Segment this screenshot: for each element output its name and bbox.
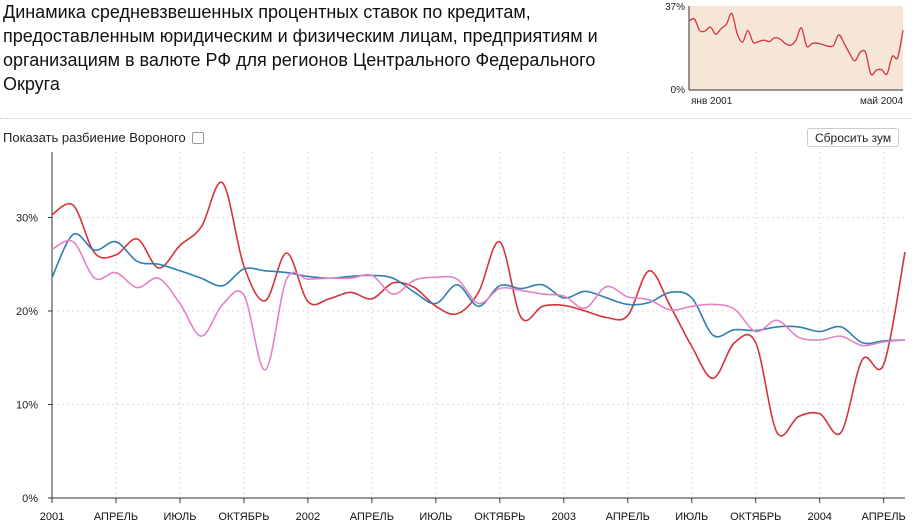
- x-tick-label: ОКТЯБРЬ: [474, 511, 525, 523]
- overview-y-top-label: 37%: [665, 2, 685, 13]
- y-tick-label: 20%: [16, 306, 38, 318]
- x-tick-label: АПРЕЛЬ: [94, 511, 138, 523]
- y-axis-ticks: 0% 10% 20% 30%: [16, 212, 52, 505]
- y-tick-label: 0%: [22, 493, 38, 505]
- y-tick-label: 30%: [16, 212, 38, 224]
- series-lines: [51, 181, 906, 437]
- voronoi-toggle[interactable]: Показать разбиение Вороного: [3, 130, 204, 145]
- overview-x-right-label: май 2004: [860, 96, 903, 107]
- x-tick-label: АПРЕЛЬ: [606, 511, 650, 523]
- x-tick-label: АПРЕЛЬ: [862, 511, 906, 523]
- voronoi-label: Показать разбиение Вороного: [3, 130, 186, 145]
- x-tick-label: АПРЕЛЬ: [350, 511, 394, 523]
- overview-background: [689, 6, 903, 90]
- x-tick-label: ИЮЛЬ: [419, 511, 452, 523]
- overview-series: [688, 12, 904, 76]
- overview-svg[interactable]: 37% 0% янв 2001 май 2004: [650, 0, 912, 112]
- x-tick-label: 2002: [296, 511, 320, 523]
- series-line-3[interactable]: [51, 239, 906, 371]
- reset-zoom-button[interactable]: Сбросить зум: [807, 128, 900, 147]
- x-axis-ticks: 2001 АПРЕЛЬ ИЮЛЬ ОКТЯБРЬ 2002 АПРЕЛЬ ИЮЛЬ ОКТЯБ…: [40, 498, 906, 523]
- x-tick-label: 2004: [807, 511, 831, 523]
- series-line-1[interactable]: [51, 181, 906, 437]
- x-tick-label: ИЮЛЬ: [675, 511, 708, 523]
- overview-x-left-label: янв 2001: [691, 96, 733, 107]
- overview-minichart[interactable]: 37% 0% янв 2001 май 2004: [650, 0, 912, 112]
- y-tick-label: 10%: [16, 399, 38, 411]
- voronoi-checkbox[interactable]: [191, 131, 204, 144]
- main-chart-svg[interactable]: 0% 10% 20% 30% 2001 АПРЕЛЬ ИЮЛЬ ОКТЯБРЬ 2002 АПР…: [0, 150, 912, 525]
- grid-lines: [51, 152, 905, 498]
- x-tick-label: ИЮЛЬ: [163, 511, 196, 523]
- chart-title: Динамика средневзвешенных процентных ста…: [3, 2, 598, 94]
- x-tick-label: ОКТЯБРЬ: [730, 511, 781, 523]
- header-divider: [0, 118, 912, 119]
- x-tick-label: ОКТЯБРЬ: [218, 511, 269, 523]
- overview-y-bottom-label: 0%: [671, 85, 686, 96]
- x-tick-label: 2001: [40, 511, 64, 523]
- overview-series-line: [688, 12, 904, 76]
- x-tick-label: 2003: [552, 511, 576, 523]
- main-chart[interactable]: 0% 10% 20% 30% 2001 АПРЕЛЬ ИЮЛЬ ОКТЯБРЬ 2002 АПР…: [0, 150, 912, 525]
